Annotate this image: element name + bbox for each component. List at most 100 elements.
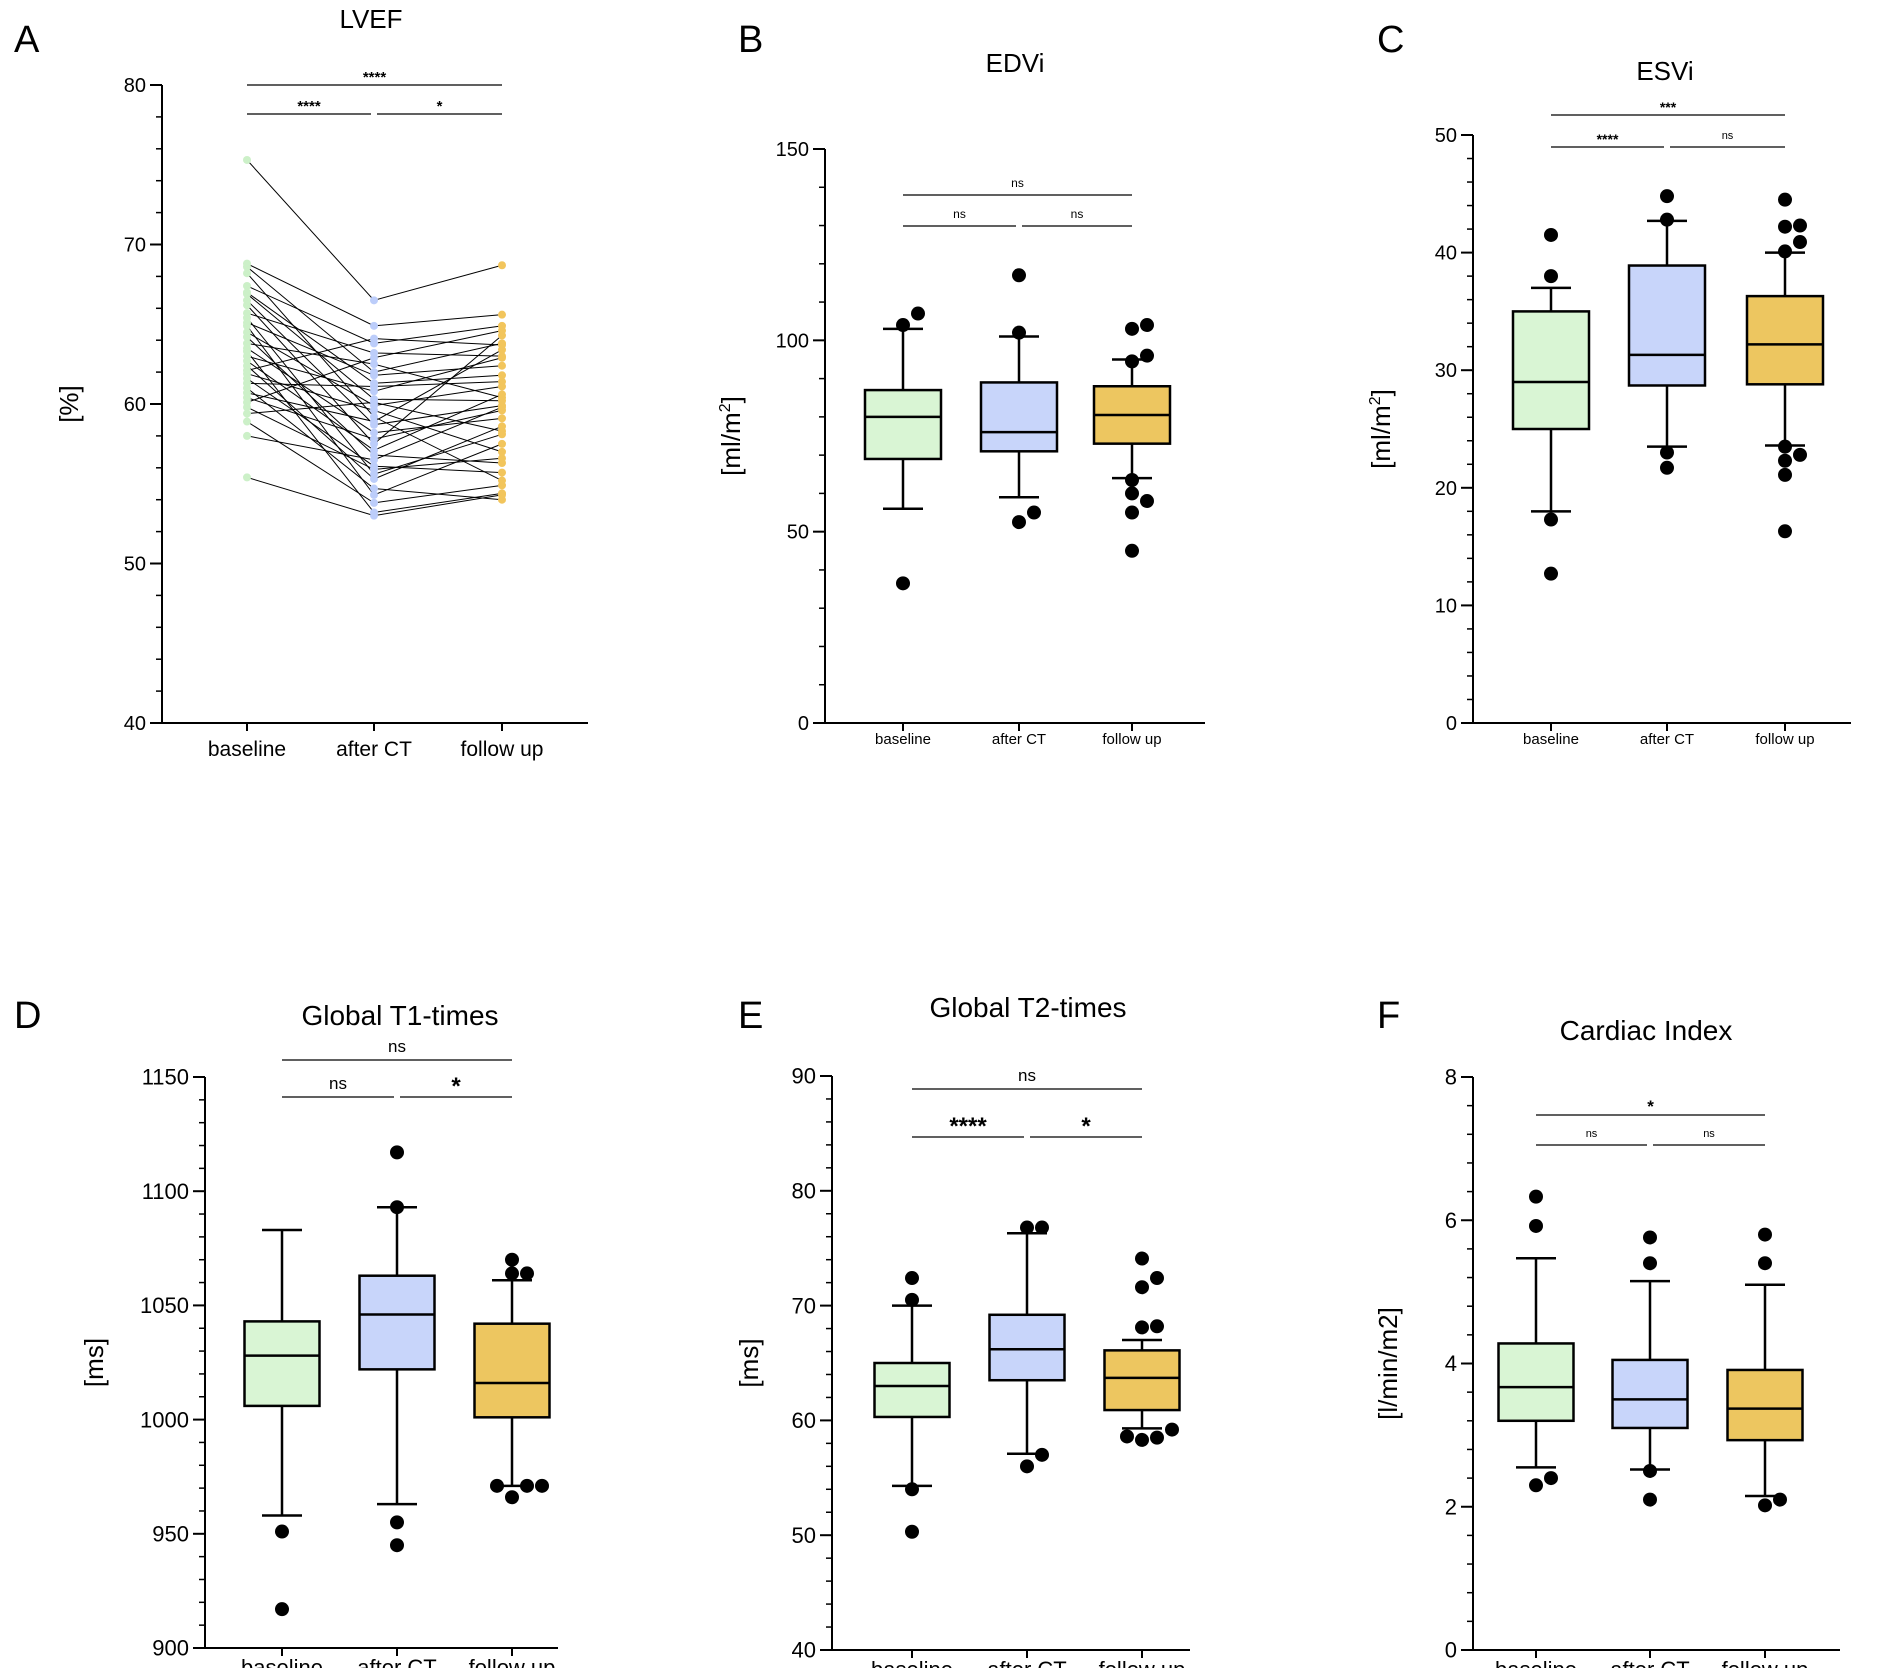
significance-brackets: ******** * [247,69,502,115]
box [863,388,943,461]
box-group [1611,1230,1689,1507]
x-tick-label: follow up [1722,1657,1809,1668]
y-tick-label: 1050 [140,1293,189,1318]
outlier-point [1150,1319,1164,1334]
x-tick-label: after CT [992,731,1046,748]
chart-title: LVEF [339,4,402,34]
y-tick-label: 50 [1435,125,1457,147]
y-axis-label: [ms] [79,1338,109,1387]
outlier-point [1544,269,1558,284]
data-point [370,321,378,330]
data-point [370,455,378,464]
outlier-point [1793,235,1807,250]
box [1511,310,1591,431]
data-point [370,490,378,499]
outlier-point [1135,1280,1149,1295]
box-group [1497,1189,1575,1493]
outlier-point [905,1271,919,1286]
outlier-point [1793,218,1807,233]
significance-label: ns [329,1074,347,1093]
outlier-point [1125,321,1139,336]
data-point [498,439,506,448]
significance-label: ns [953,207,966,221]
box [1627,264,1707,387]
panel-a: A LVEF 40 50 60 70 80 baseline after CT follow … [14,4,588,761]
outlier-point [1758,1498,1772,1513]
chart-title: EDVi [986,48,1045,78]
box-group [979,268,1059,530]
box-group [863,306,943,591]
outlier-point [905,1524,919,1539]
y-tick-label: 30 [1435,360,1457,382]
box [473,1322,551,1419]
data-point [370,465,378,474]
outlier-point [1778,439,1792,454]
y-tick-label: 40 [124,713,146,735]
outlier-point [1125,473,1139,488]
data-point [243,473,251,482]
x-tick-label: baseline [1495,1657,1577,1668]
y-tick-label: 70 [792,1293,816,1318]
subject-line [246,159,503,301]
outlier-point [1165,1422,1179,1437]
significance-brackets: ns ns ns [903,176,1132,227]
significance-brackets: ns ns * [282,1037,512,1100]
y-tick-label: 50 [792,1523,816,1548]
chart-title: Global T2-times [929,992,1126,1023]
significance-label: *** [1660,99,1677,115]
outlier-point [1660,460,1674,475]
y-axis-label: [l/min/m2] [1373,1307,1403,1420]
outlier-point [1027,505,1041,520]
box-group [1092,318,1172,558]
outlier-point [1778,219,1792,234]
data-point [498,353,506,362]
box [873,1361,951,1419]
outlier-point [1544,566,1558,581]
outlier-point [520,1478,534,1493]
outlier-point [1660,189,1674,204]
y-tick-label: 0 [798,713,809,735]
outlier-point [1778,453,1792,468]
outlier-point [1020,1459,1034,1474]
axes: 0 10 20 30 40 50 baseline after CT follow up [1435,125,1851,748]
y-tick-label: 40 [792,1638,816,1663]
outlier-point [505,1252,519,1267]
panel-letter: D [14,995,41,1037]
data-point [243,333,251,342]
y-tick-label: 2 [1445,1494,1457,1519]
y-axis-label: [ml/m2] [716,396,746,476]
significance-label: ns [1703,1128,1715,1140]
y-tick-label: 0 [1446,713,1457,735]
plot-area: 900 950 1000 1050 1100 1150 baseline after CT fo… [79,1037,558,1668]
box [988,1313,1066,1382]
y-tick-label: 6 [1445,1208,1457,1233]
outlier-point [535,1478,549,1493]
significance-brackets: * ns ns [1536,1097,1765,1146]
y-tick-label: 4 [1445,1351,1457,1376]
outlier-point [1135,1251,1149,1266]
x-tick-label: baseline [208,738,286,761]
outlier-point [896,576,910,591]
outlier-point [1544,512,1558,527]
y-tick-label: 950 [152,1522,189,1547]
outlier-point [1758,1227,1772,1242]
data-point [498,403,506,412]
outlier-point [1660,445,1674,460]
data-point [243,409,251,418]
box-group [243,1228,321,1617]
axes: 900 950 1000 1050 1100 1150 baseline after CT fo… [140,1065,558,1668]
data-point [370,511,378,520]
chart-title: Global T1-times [301,1000,498,1031]
y-tick-label: 90 [792,1064,816,1089]
box-group [473,1252,551,1505]
outlier-point [1140,348,1154,363]
y-tick-label: 50 [124,554,146,576]
outlier-point [1778,192,1792,207]
outlier-point [390,1538,404,1553]
outlier-point [1544,227,1558,242]
data-point [370,428,378,437]
outlier-point [505,1266,519,1281]
significance-label: ns [1011,176,1024,190]
significance-label: ns [1018,1066,1036,1085]
